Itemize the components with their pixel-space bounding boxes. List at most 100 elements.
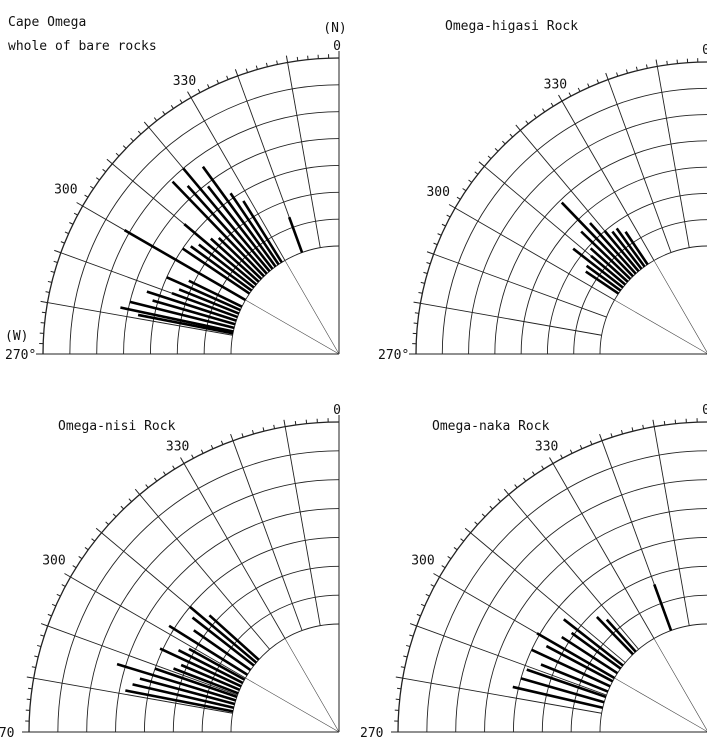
rose-bar-306 — [190, 245, 253, 292]
degree-tick — [423, 271, 428, 274]
degree-tick — [433, 242, 438, 246]
degree-tick — [631, 427, 634, 432]
rose-bar-306 — [570, 631, 622, 670]
degree-tick — [27, 687, 33, 690]
degree-tick — [396, 687, 402, 690]
degree-tick — [635, 66, 638, 71]
ring-gridline — [123, 138, 340, 355]
degree-tick — [531, 471, 536, 476]
degree-tick — [462, 188, 467, 192]
ring-gridline — [176, 191, 340, 355]
degree-tick — [541, 465, 545, 470]
degree-tick — [95, 527, 102, 534]
degree-tick — [296, 56, 299, 61]
degree-tick — [56, 593, 61, 597]
rose-bar-340 — [653, 583, 673, 631]
degree-tick — [61, 584, 66, 587]
rose-bar-286 — [152, 299, 236, 326]
degree-tick — [210, 444, 214, 450]
rose-bar-312 — [208, 614, 260, 661]
rose-bar-281 — [125, 689, 234, 713]
rose-bar-286 — [520, 677, 605, 704]
degree-tick — [145, 484, 149, 489]
rose-bar-294 — [166, 276, 241, 312]
degree-tick — [550, 102, 554, 107]
degree-tick — [416, 613, 421, 617]
degree-tick — [69, 222, 74, 225]
degree-tick — [577, 87, 581, 92]
rose-bar-303 — [561, 635, 619, 675]
degree-tick — [84, 194, 89, 198]
degree-tick — [115, 152, 120, 157]
inner-guide-line — [653, 638, 707, 731]
rose-bar-310 — [189, 605, 258, 664]
degree-tick — [187, 91, 192, 98]
rose-bar-297 — [177, 649, 244, 685]
west-zero-label: 270 — [0, 726, 14, 741]
degree-tick — [153, 117, 158, 122]
degree-tick — [610, 433, 613, 438]
degree-tick — [549, 457, 554, 464]
inner-guide-line — [245, 299, 340, 355]
degree-tick — [589, 440, 593, 445]
rose-bar-296 — [188, 279, 243, 308]
ring-gridline — [28, 421, 340, 733]
ring-gridline — [149, 164, 340, 355]
degree-tick — [514, 484, 518, 489]
degree-tick — [76, 202, 83, 207]
degree-tick — [426, 251, 434, 255]
ring-gridline — [86, 479, 340, 733]
ring-gridline — [441, 87, 707, 355]
radial-gridline — [420, 302, 602, 336]
degree-tick — [40, 634, 45, 637]
ring-gridline — [415, 61, 707, 355]
degree-tick — [47, 613, 52, 617]
degree-tick — [453, 547, 458, 551]
degree-tick — [441, 223, 446, 227]
degree-tick — [255, 65, 258, 70]
degree-tick — [47, 280, 52, 283]
rose-bar-318 — [589, 222, 637, 275]
degree-tick — [216, 79, 220, 84]
degree-tick — [596, 79, 600, 84]
rose-bar-289 — [154, 667, 238, 699]
degree-tick — [568, 92, 572, 97]
rose-bar-324 — [201, 165, 277, 268]
rose-bar-324 — [615, 227, 646, 268]
panel-title-line: Cape Omega — [8, 15, 86, 30]
ring-gridline — [42, 57, 340, 355]
rose-bar-340 — [287, 216, 304, 253]
north-label: (N) — [323, 21, 346, 36]
rose-bar-322 — [206, 185, 274, 270]
degree-tick — [84, 547, 89, 551]
degree-tick — [509, 133, 513, 138]
degree-tick — [102, 168, 107, 173]
degree-tick — [96, 177, 100, 181]
inner-guide-line — [284, 260, 340, 355]
degree-tick — [663, 420, 666, 426]
degree-tick — [645, 64, 648, 69]
ring-gridline — [426, 450, 707, 733]
degree-tick — [234, 69, 239, 77]
degree-tick — [170, 105, 174, 109]
ring-gridline — [115, 508, 340, 733]
degree-tick — [652, 419, 655, 427]
rose-bar-285 — [139, 677, 236, 706]
degree-tick — [143, 121, 150, 128]
ring-gridline — [484, 508, 707, 733]
degree-tick — [78, 555, 83, 560]
rose-bar-314 — [217, 236, 263, 280]
degree-tick — [655, 59, 658, 67]
inner-guide-line — [614, 677, 707, 732]
degree-tick — [487, 155, 492, 159]
tick-label-330: 330 — [544, 77, 567, 92]
degree-tick — [220, 440, 224, 445]
rose-bar-293 — [180, 663, 241, 691]
radial-gridline — [552, 463, 655, 639]
degree-tick — [162, 111, 166, 115]
degree-tick — [474, 521, 478, 525]
ring-gridline — [494, 140, 707, 355]
radial-gridline — [653, 426, 690, 626]
rose-bar-308 — [562, 618, 624, 667]
degree-tick — [616, 72, 619, 77]
